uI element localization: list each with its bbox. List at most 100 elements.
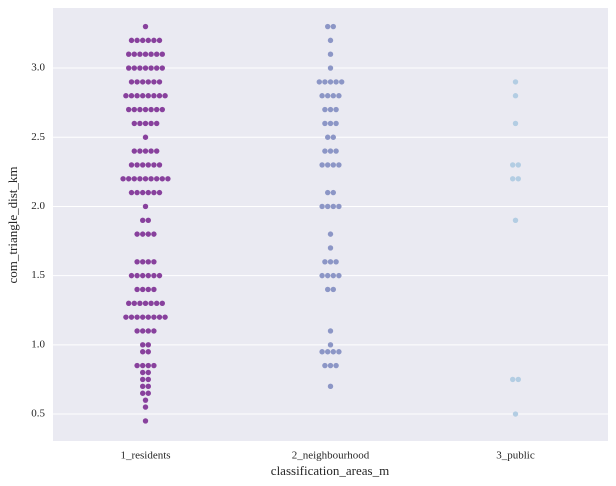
swarm-point <box>156 272 163 279</box>
swarm-point <box>151 37 157 44</box>
swarm-point <box>154 120 160 127</box>
swarm-point <box>142 397 149 403</box>
swarm-point <box>162 314 168 320</box>
swarm-point <box>512 411 519 417</box>
swarm-point <box>330 286 336 293</box>
swarm-point <box>322 120 328 127</box>
swarm-point <box>322 362 328 369</box>
swarm-point <box>137 148 143 154</box>
swarm-point <box>142 134 149 140</box>
swarm-point <box>134 259 140 265</box>
swarm-point <box>327 106 334 113</box>
swarm-point <box>151 362 157 369</box>
swarm-point <box>316 79 322 85</box>
swarm-point <box>140 217 146 223</box>
swarm-point <box>126 106 132 113</box>
swarm-point <box>327 37 334 44</box>
swarm-point <box>327 245 334 251</box>
swarm-point <box>145 376 151 383</box>
y-tick-label: 1.5 <box>31 269 45 281</box>
swarm-point <box>148 120 154 127</box>
swarm-point <box>140 362 146 369</box>
swarm-point <box>137 106 143 113</box>
swarm-point <box>131 148 137 154</box>
swarm-point <box>145 362 151 369</box>
swarm-point <box>151 286 157 293</box>
swarm-point <box>151 314 157 320</box>
swarm-point <box>142 23 149 30</box>
swarm-point <box>515 162 521 168</box>
swarm-point <box>151 93 157 99</box>
swarm-point <box>327 259 334 265</box>
swarm-point <box>137 51 143 57</box>
swarm-point <box>128 93 135 99</box>
swarm-point <box>325 162 331 168</box>
swarm-point <box>325 272 331 279</box>
swarm-point <box>142 106 149 113</box>
swarm-point <box>336 272 342 279</box>
swarm-point <box>134 189 140 196</box>
swarm-point <box>126 300 132 307</box>
swarm-point <box>142 51 149 57</box>
swarm-point <box>148 176 154 182</box>
swarm-point <box>145 342 151 348</box>
swarm-point <box>515 176 521 182</box>
swarm-point <box>128 314 135 320</box>
swarm-point <box>151 189 157 196</box>
swarm-point <box>140 79 146 85</box>
swarm-point <box>336 93 342 99</box>
swarm-point <box>151 162 157 168</box>
swarm-point <box>333 120 339 127</box>
swarm-point <box>327 65 334 71</box>
swarm-point <box>145 162 151 168</box>
swarm-point <box>148 300 154 307</box>
swarm-point <box>134 162 140 168</box>
swarm-point <box>327 79 334 85</box>
swarm-point <box>327 362 334 369</box>
swarm-point <box>322 106 328 113</box>
swarm-point <box>333 148 339 154</box>
swarm-point <box>131 176 137 182</box>
swarm-point <box>336 349 342 355</box>
swarm-point <box>319 349 325 355</box>
swarm-point <box>327 342 334 348</box>
swarm-point <box>151 272 157 279</box>
swarm-point <box>325 189 331 196</box>
y-tick-label: 1.0 <box>31 338 45 350</box>
swarm-point <box>140 162 146 168</box>
swarm-point <box>137 65 143 71</box>
swarm-point <box>159 176 165 182</box>
swarm-point <box>156 93 163 99</box>
swarm-point <box>159 106 165 113</box>
swarm-point <box>142 65 149 71</box>
swarm-point <box>145 328 151 334</box>
swarm-point <box>510 376 516 383</box>
swarm-point <box>515 376 521 383</box>
swarm-point <box>327 148 334 154</box>
swarm-point <box>126 65 132 71</box>
swarm-point <box>142 148 149 154</box>
swarm-point <box>131 65 137 71</box>
swarm-point <box>330 134 336 140</box>
swarm-point <box>140 369 146 376</box>
swarm-point <box>154 300 160 307</box>
swarm-point <box>131 106 137 113</box>
swarm-point <box>137 176 143 182</box>
swarm-point <box>319 93 325 99</box>
swarm-point <box>330 349 336 355</box>
swarm-point <box>330 162 336 168</box>
swarm-point <box>154 65 160 71</box>
swarm-point <box>154 51 160 57</box>
swarm-point <box>148 106 154 113</box>
swarm-point <box>510 176 516 182</box>
swarm-point <box>128 272 135 279</box>
plot-area <box>53 8 608 441</box>
swarm-point <box>128 79 135 85</box>
swarm-point <box>145 79 151 85</box>
swarm-point <box>327 51 334 57</box>
swarm-point <box>131 51 137 57</box>
y-axis-label: com_triangle_dist_km <box>5 167 20 284</box>
swarm-point <box>512 93 519 99</box>
swarm-point <box>140 231 146 237</box>
swarm-point <box>137 120 143 127</box>
